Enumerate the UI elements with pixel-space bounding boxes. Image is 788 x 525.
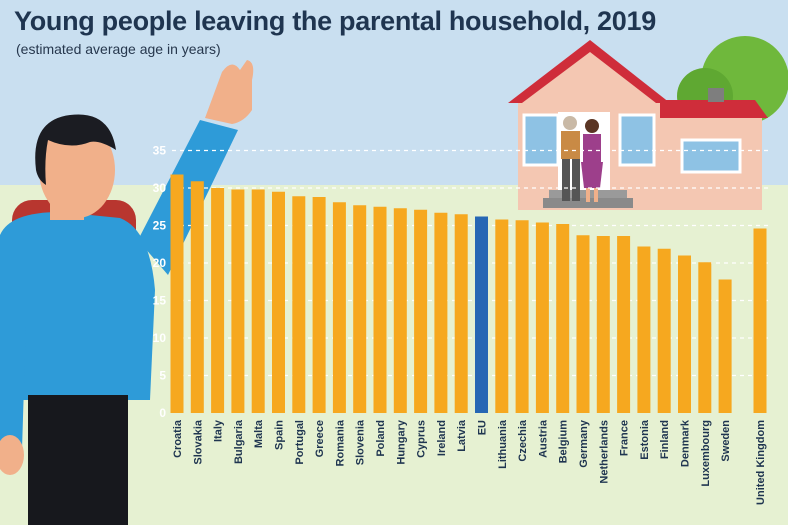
x-tick-label: Belgium <box>558 420 570 464</box>
bar-netherlands <box>596 236 610 413</box>
x-tick-label: Lithuania <box>497 419 509 469</box>
bar-italy <box>211 188 225 413</box>
bar-estonia <box>637 246 651 413</box>
x-tick-label: Bulgaria <box>233 419 245 464</box>
x-tick-label: Italy <box>213 419 225 442</box>
bar-bulgaria <box>231 189 245 413</box>
x-tick-label: Slovakia <box>192 419 204 465</box>
family-illustration <box>561 116 603 202</box>
bar-ireland <box>434 212 448 413</box>
x-tick-label: Czechia <box>517 419 529 461</box>
chart-title: Young people leaving the parental househ… <box>14 6 656 36</box>
x-tick-label: Malta <box>253 419 265 448</box>
bar-germany <box>576 235 590 413</box>
y-tick-label: 0 <box>159 406 166 420</box>
x-tick-label: Slovenia <box>355 419 367 465</box>
x-tick-label: Austria <box>537 419 549 458</box>
waving-hand-shape <box>205 60 254 124</box>
bar-cyprus <box>414 209 428 413</box>
y-tick-label: 5 <box>159 369 166 383</box>
y-tick-label: 35 <box>153 144 167 158</box>
y-axis-ticks: 0 5 10 15 20 25 30 35 <box>153 144 167 421</box>
x-axis-labels: Croatia Slovakia Italy Bulgaria Malta Spain Po… <box>172 419 767 505</box>
bar-sweden <box>718 279 732 413</box>
bar-greece <box>312 197 326 413</box>
window-icon <box>618 113 656 167</box>
bar-finland <box>657 248 671 413</box>
bar-latvia <box>454 214 468 413</box>
left-arm-shape <box>0 320 26 450</box>
person-waving-illustration <box>0 60 254 525</box>
trousers-shape <box>28 395 128 525</box>
x-tick-label: Estonia <box>639 419 651 460</box>
x-tick-label: Finland <box>659 420 671 459</box>
x-tick-label: Greece <box>314 420 326 457</box>
x-tick-label: Denmark <box>680 419 692 467</box>
bar-poland <box>373 206 387 413</box>
y-tick-label: 25 <box>153 219 167 233</box>
x-tick-label: Croatia <box>172 419 184 458</box>
bar-austria <box>535 222 549 413</box>
bar-hungary <box>393 208 407 413</box>
x-tick-label: EU <box>477 420 489 435</box>
shirt-shape <box>0 212 155 400</box>
bars <box>170 174 767 413</box>
bar-denmark <box>678 255 691 413</box>
x-tick-label: Latvia <box>456 419 468 452</box>
window-icon <box>680 138 742 174</box>
chart-subtitle: (estimated average age in years) <box>16 41 221 57</box>
bar-united-kingdom <box>753 228 767 413</box>
bar-croatia <box>170 174 184 413</box>
bar-lithuania <box>495 219 509 413</box>
bar-france <box>617 236 631 413</box>
bar-malta <box>251 189 265 413</box>
face-shape <box>39 122 115 218</box>
hair-shape <box>35 114 116 185</box>
x-tick-label: Hungary <box>395 419 407 465</box>
x-tick-label: France <box>619 420 631 456</box>
bar-slovenia <box>353 205 367 413</box>
y-tick-label: 30 <box>153 181 167 195</box>
raised-arm-shape <box>138 120 238 275</box>
x-tick-label: United Kingdom <box>755 420 767 505</box>
y-tick-label: 10 <box>153 331 167 345</box>
x-tick-label: Luxembourg <box>700 420 712 487</box>
x-tick-label: Netherlands <box>598 420 610 484</box>
x-tick-label: Portugal <box>294 420 306 465</box>
bar-luxembourg <box>698 262 712 413</box>
bar-portugal <box>292 196 306 413</box>
bar-spain <box>272 191 285 413</box>
x-tick-label: Poland <box>375 420 387 457</box>
x-tick-label: Romania <box>334 419 346 466</box>
x-tick-label: Cyprus <box>416 420 428 458</box>
y-tick-label: 15 <box>153 294 167 308</box>
x-tick-label: Spain <box>274 420 286 450</box>
x-tick-label: Ireland <box>436 420 448 456</box>
bar-czechia <box>515 220 529 413</box>
bar-eu <box>475 216 488 413</box>
x-tick-label: Germany <box>578 419 590 468</box>
left-hand-shape <box>0 435 24 475</box>
bar-belgium <box>556 224 570 413</box>
house-illustration <box>508 40 768 210</box>
bar-slovakia <box>190 181 204 413</box>
x-tick-label: Sweden <box>720 420 732 462</box>
y-tick-label: 20 <box>153 256 167 270</box>
bar-romania <box>332 202 346 413</box>
